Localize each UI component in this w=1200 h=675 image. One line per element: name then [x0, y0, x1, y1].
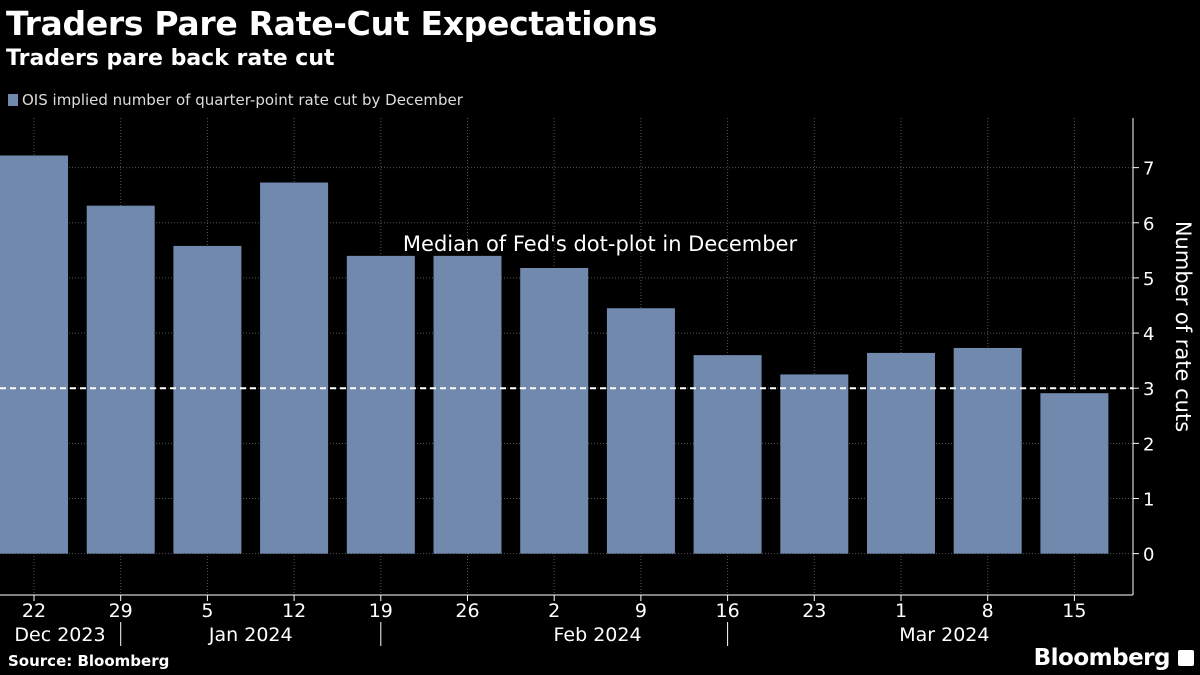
y-tick-label: 3	[1143, 379, 1154, 400]
x-tick-label: 1	[895, 600, 907, 622]
month-label: Jan 2024	[208, 624, 293, 646]
x-tick-label: 8	[982, 600, 994, 622]
bloomberg-chart-icon	[1178, 650, 1194, 666]
bar	[867, 352, 935, 554]
x-tick-label: 12	[282, 600, 306, 622]
bar	[606, 308, 675, 554]
bar	[433, 255, 502, 554]
y-tick-label: 0	[1143, 545, 1154, 566]
source-note: Source: Bloomberg	[8, 652, 170, 670]
bar	[780, 374, 849, 554]
bar	[520, 267, 589, 554]
month-label: Dec 2023	[14, 624, 105, 646]
bloomberg-logo: Bloomberg	[1033, 645, 1171, 671]
x-tick-label: 9	[635, 600, 647, 622]
x-tick-label: 23	[802, 600, 826, 622]
month-label: Feb 2024	[554, 624, 642, 646]
y-tick-label: 7	[1143, 159, 1154, 180]
reference-line-label: Median of Fed's dot-plot in December	[403, 232, 798, 256]
bar	[1040, 393, 1109, 554]
legend-label: OIS implied number of quarter-point rate…	[22, 91, 463, 109]
x-tick-label: 22	[22, 600, 46, 622]
bar	[953, 347, 1022, 554]
chart-title: Traders Pare Rate-Cut Expectations	[6, 4, 658, 43]
x-tick-label: 29	[109, 600, 133, 622]
month-label: Mar 2024	[899, 624, 989, 646]
x-tick-label: 19	[369, 600, 393, 622]
bar	[260, 182, 329, 554]
y-axis-label: Number of rate cuts	[1171, 221, 1195, 432]
bar	[0, 155, 68, 554]
x-tick-label: 2	[548, 600, 560, 622]
legend-swatch	[8, 94, 18, 106]
legend: OIS implied number of quarter-point rate…	[8, 91, 463, 109]
bar	[693, 355, 762, 554]
x-tick-label: 15	[1062, 600, 1086, 622]
y-tick-label: 5	[1143, 269, 1154, 290]
bar	[86, 205, 155, 554]
x-tick-label: 26	[455, 600, 479, 622]
bar	[346, 255, 415, 554]
x-tick-label: 5	[201, 600, 213, 622]
y-tick-label: 4	[1143, 324, 1154, 345]
y-tick-label: 1	[1143, 489, 1154, 510]
x-tick-label: 16	[716, 600, 740, 622]
bar	[173, 245, 242, 554]
y-tick-label: 6	[1143, 214, 1154, 235]
y-tick-label: 2	[1143, 434, 1154, 455]
chart-subtitle: Traders pare back rate cut	[6, 46, 335, 71]
